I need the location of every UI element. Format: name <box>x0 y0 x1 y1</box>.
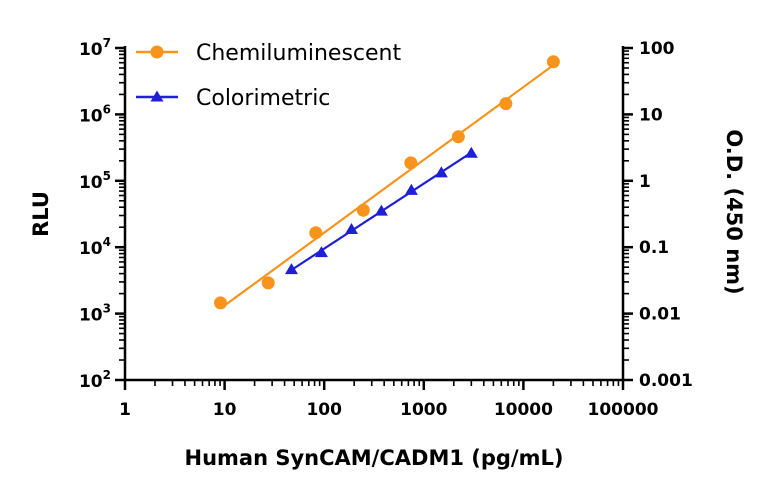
x-tick-label: 10000 <box>494 400 553 420</box>
y-tick-label: 102 <box>79 368 111 392</box>
chemiluminescent-point <box>451 130 465 144</box>
x-tick-label: 1000 <box>400 400 447 420</box>
x-tick-label: 100000 <box>588 400 659 420</box>
legend: Chemiluminescent Colorimetric <box>136 41 401 111</box>
colorimetric-point <box>374 204 388 216</box>
y-tick-exponent: 6 <box>103 102 111 116</box>
y-tick-exponent: 4 <box>103 235 111 249</box>
y-tick-exponent: 2 <box>103 368 111 382</box>
chemiluminescent-point <box>261 276 275 290</box>
chemiluminescent-point <box>309 226 323 240</box>
x-tick-label: 10 <box>213 400 237 420</box>
y-tick-exponent: 3 <box>103 302 111 316</box>
colorimetric-point <box>434 166 448 178</box>
y-tick-exponent: 7 <box>103 36 111 50</box>
chemiluminescent-point <box>356 203 370 217</box>
colorimetric-point <box>284 263 298 275</box>
y2-tick-label: 0.001 <box>639 371 693 391</box>
y-tick-label: 106 <box>79 102 111 126</box>
y2-axis-title: O.D. (450 nm) <box>722 129 746 294</box>
y-tick-label: 103 <box>79 302 111 326</box>
data-marks <box>214 55 560 310</box>
chemiluminescent-point <box>499 97 513 111</box>
legend-marker-circle <box>150 45 164 59</box>
chemiluminescent-point <box>404 156 418 170</box>
x-axis-title: Human SynCAM/CADM1 (pg/mL) <box>185 446 564 470</box>
y-tick-label: 107 <box>79 36 111 60</box>
x-tick-label: 100 <box>306 400 342 420</box>
chemiluminescent-point <box>214 296 228 310</box>
chemiluminescent-fit-line <box>219 64 555 310</box>
y2-tick-label: 0.1 <box>639 238 669 258</box>
colorimetric-point <box>464 146 478 158</box>
y2-tick-label: 1 <box>639 172 651 192</box>
legend-label: Chemiluminescent <box>196 41 401 66</box>
y2-tick-label: 10 <box>639 105 663 125</box>
legend-marker-triangle <box>150 90 164 102</box>
x-tick-label: 1 <box>119 400 131 420</box>
y2-tick-label: 100 <box>639 39 675 59</box>
legend-label: Colorimetric <box>196 86 330 111</box>
y-axis-title: RLU <box>29 191 53 237</box>
y-tick-label: 105 <box>79 169 111 193</box>
colorimetric-point <box>404 183 418 195</box>
y-tick-exponent: 5 <box>103 169 111 183</box>
chemiluminescent-point <box>546 55 560 69</box>
y2-tick-label: 0.01 <box>639 305 681 325</box>
colorimetric-point <box>314 246 328 258</box>
colorimetric-point <box>345 222 359 235</box>
y-tick-label: 104 <box>79 235 111 259</box>
axes: 1 10 100 1000 10000 1000001021031041051061070… <box>79 36 693 420</box>
